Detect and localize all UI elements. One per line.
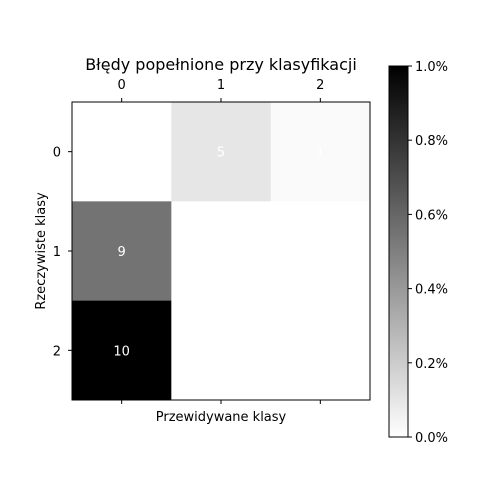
heatmap-cell-labels: 5 1 9 10 — [113, 146, 324, 360]
y-tick-label-2: 2 — [53, 344, 61, 359]
x-axis-ticks: 0 1 2 — [118, 78, 324, 404]
cell-value-label-0-1: 5 — [217, 146, 225, 161]
colorbar-ticks: 0.0% 0.2% 0.4% 0.6% 0.8% 1.0% — [408, 60, 448, 446]
x-axis-label: Przewidywane klasy — [156, 410, 287, 425]
cell-value-label-2-0: 10 — [113, 344, 130, 359]
y-tick-label-0: 0 — [53, 146, 61, 161]
x-tick-label-2: 2 — [316, 78, 324, 93]
heatmap-cell-1-0 — [72, 201, 172, 302]
heatmap-cell-2-0 — [72, 300, 172, 401]
heatmap-cell-0-2 — [270, 102, 371, 202]
colorbar-tick-label-0: 0.0% — [415, 431, 448, 446]
colorbar-tick-label-1: 0.2% — [415, 357, 448, 372]
heatmap-cell-2-2 — [270, 300, 371, 401]
colorbar-tick-label-4: 0.8% — [415, 134, 448, 149]
colorbar — [388, 65, 409, 438]
y-tick-label-1: 1 — [53, 245, 61, 260]
chart-title: Błędy popełnione przy klasyfikacji — [85, 55, 357, 74]
heatmap-cell-1-2 — [270, 201, 371, 302]
colorbar-tick-label-2: 0.4% — [415, 283, 448, 298]
colorbar-tick-label-3: 0.6% — [415, 208, 448, 223]
y-axis-ticks: 0 1 2 — [53, 146, 72, 359]
colorbar-tick-label-5: 1.0% — [415, 60, 448, 75]
heatmap-cell-2-1 — [171, 300, 272, 401]
cell-value-label-1-0: 9 — [118, 245, 126, 260]
x-tick-label-0: 0 — [118, 78, 126, 93]
cell-value-label-0-2: 1 — [316, 146, 324, 161]
heatmap-cells — [72, 102, 371, 401]
heatmap-cell-0-0 — [72, 102, 172, 202]
heatmap-cell-1-1 — [171, 201, 272, 302]
y-axis-label: Rzeczywiste klasy — [34, 192, 49, 310]
x-tick-label-1: 1 — [217, 78, 225, 93]
heatmap-cell-0-1 — [171, 102, 272, 202]
